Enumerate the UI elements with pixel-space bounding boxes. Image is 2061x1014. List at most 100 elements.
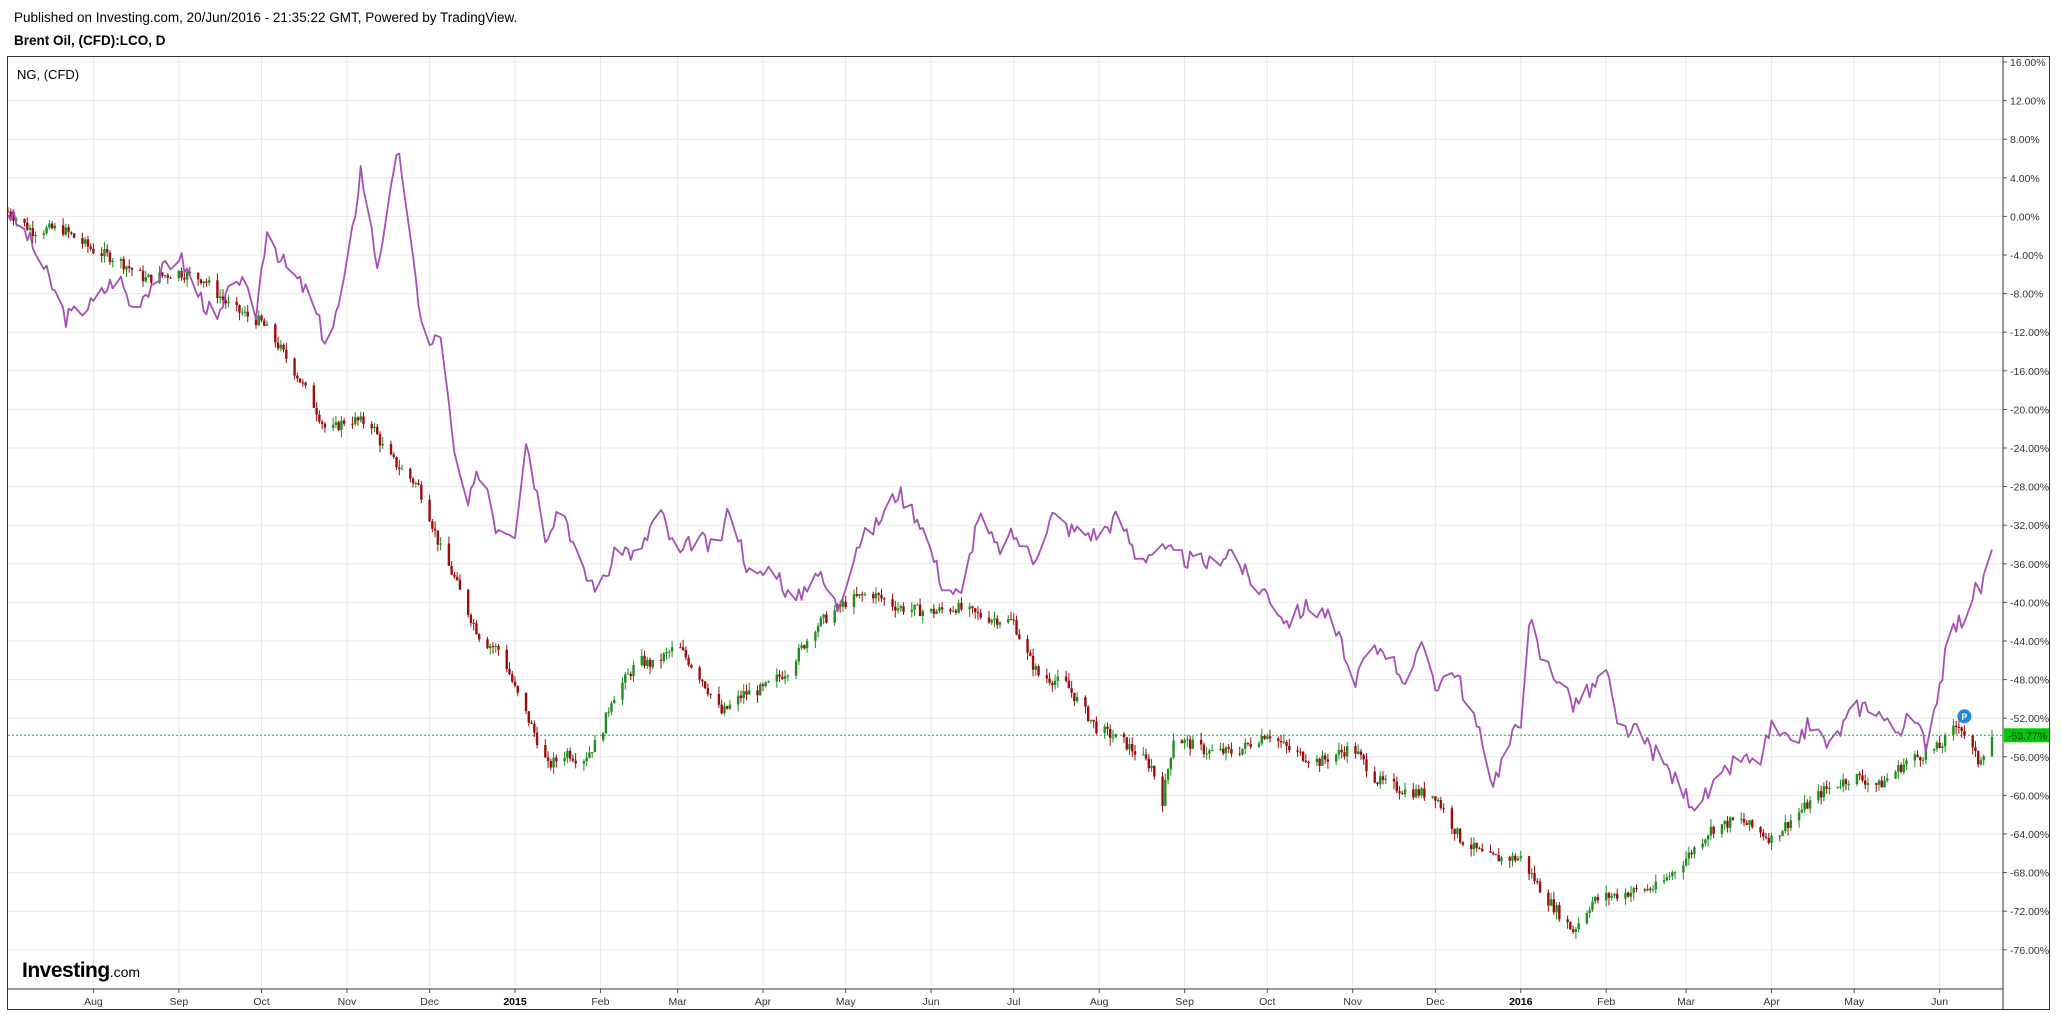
candle-body — [1064, 676, 1068, 681]
candle-body — [1825, 786, 1828, 789]
candle-body — [725, 706, 729, 709]
candle-body — [1649, 888, 1652, 890]
candle-body — [527, 711, 530, 723]
candle-body — [86, 239, 90, 247]
candle-body — [701, 679, 704, 682]
candle-body — [128, 266, 131, 269]
candle-body — [1436, 800, 1440, 802]
logo-main: Investing — [22, 959, 110, 982]
candle-body — [1266, 736, 1269, 739]
candle-body — [932, 609, 936, 614]
candle-body — [1230, 748, 1233, 754]
candle-body — [356, 417, 360, 421]
candle-body — [640, 655, 643, 666]
candle-body — [298, 378, 302, 383]
price-chart[interactable]: 16.00% 12.00% 8.00% 4.00% 0.00% -4.00% -8.00% -… — [8, 57, 2050, 1010]
candle-body — [549, 761, 553, 768]
candle-body — [1770, 835, 1773, 843]
candle-body — [1585, 913, 1589, 924]
candle-body — [1026, 638, 1029, 653]
x-tick-label: Nov — [1343, 996, 1362, 1008]
candle-body — [648, 659, 652, 668]
candle-body — [472, 622, 475, 624]
candle-body — [1919, 756, 1922, 761]
candle-body — [163, 275, 167, 277]
candle-body — [742, 691, 745, 699]
candle-body — [880, 594, 883, 599]
candle-body — [265, 324, 269, 326]
candle-body — [1084, 697, 1087, 707]
candle-body — [1839, 786, 1842, 788]
candle-body — [315, 407, 318, 415]
candle-body — [1345, 746, 1349, 757]
candle-body — [1431, 796, 1434, 798]
candle-body — [954, 610, 958, 613]
candle-body — [1762, 832, 1765, 837]
candle-body — [1701, 843, 1704, 848]
candle-body — [1296, 750, 1299, 752]
candle-body — [362, 416, 365, 425]
candle-body — [320, 421, 324, 424]
candle-body — [450, 565, 453, 575]
candle-body — [896, 608, 900, 611]
candle-body — [632, 665, 635, 677]
candle-body — [1106, 726, 1109, 729]
candle-body — [447, 543, 451, 566]
candle-body — [431, 521, 434, 529]
y-tick-label: 4.00% — [2010, 173, 2040, 185]
candle-body — [1337, 749, 1341, 755]
candle-body — [1208, 750, 1211, 754]
candle-body — [466, 589, 470, 615]
candle-body — [1516, 858, 1520, 861]
y-tick-label: -52.00% — [2010, 713, 2049, 725]
x-tick-label: May — [1844, 996, 1865, 1008]
candle-body — [1417, 789, 1421, 796]
candle-body — [477, 634, 481, 640]
candle-body — [957, 602, 960, 613]
y-tick-label: -28.00% — [2010, 482, 2049, 494]
candle-body — [973, 608, 977, 612]
candle-body — [651, 659, 654, 668]
candle-body — [389, 444, 393, 455]
candle-body — [1414, 789, 1418, 798]
candle-body — [1682, 865, 1685, 873]
candle-body — [1166, 769, 1170, 780]
candle-body — [1202, 744, 1206, 754]
candle-body — [1285, 741, 1288, 746]
candle-body — [1497, 854, 1500, 862]
y-tick-label: -68.00% — [2010, 868, 2049, 880]
candle-body — [1651, 889, 1655, 891]
candle-body — [1144, 754, 1148, 759]
candle-body — [453, 574, 456, 577]
candle-body — [1150, 765, 1153, 769]
candle-body — [1092, 719, 1095, 722]
candle-body — [312, 385, 316, 408]
candle-body — [1299, 751, 1302, 753]
candle-body — [1186, 739, 1189, 741]
x-tick-label: 2016 — [1509, 996, 1533, 1008]
candle-body — [918, 604, 922, 617]
investing-logo: Investing.com — [22, 959, 140, 983]
candle-body — [1475, 842, 1478, 849]
candle-body — [508, 668, 511, 675]
candle-body — [1279, 741, 1283, 743]
x-tick-label: Jun — [1931, 996, 1948, 1008]
candle-body — [728, 704, 732, 709]
candle-body — [723, 706, 726, 714]
candle-body — [48, 223, 51, 228]
candle-body — [1899, 765, 1903, 772]
y-tick-label: -4.00% — [2010, 250, 2043, 262]
candle-body — [1458, 828, 1462, 843]
candle-body — [511, 674, 514, 682]
candle-body — [781, 676, 784, 679]
candle-body — [458, 579, 462, 590]
candle-body — [998, 622, 1002, 625]
candle-body — [139, 269, 142, 271]
x-tick-label: Aug — [1090, 996, 1109, 1008]
candle-body — [1800, 809, 1804, 813]
candle-body — [9, 211, 12, 217]
chart-area[interactable]: 16.00% 12.00% 8.00% 4.00% 0.00% -4.00% -8.00% -… — [7, 56, 2050, 1010]
candle-body — [1977, 751, 1980, 765]
candle-body — [1748, 820, 1751, 825]
candle-body — [1412, 789, 1415, 798]
